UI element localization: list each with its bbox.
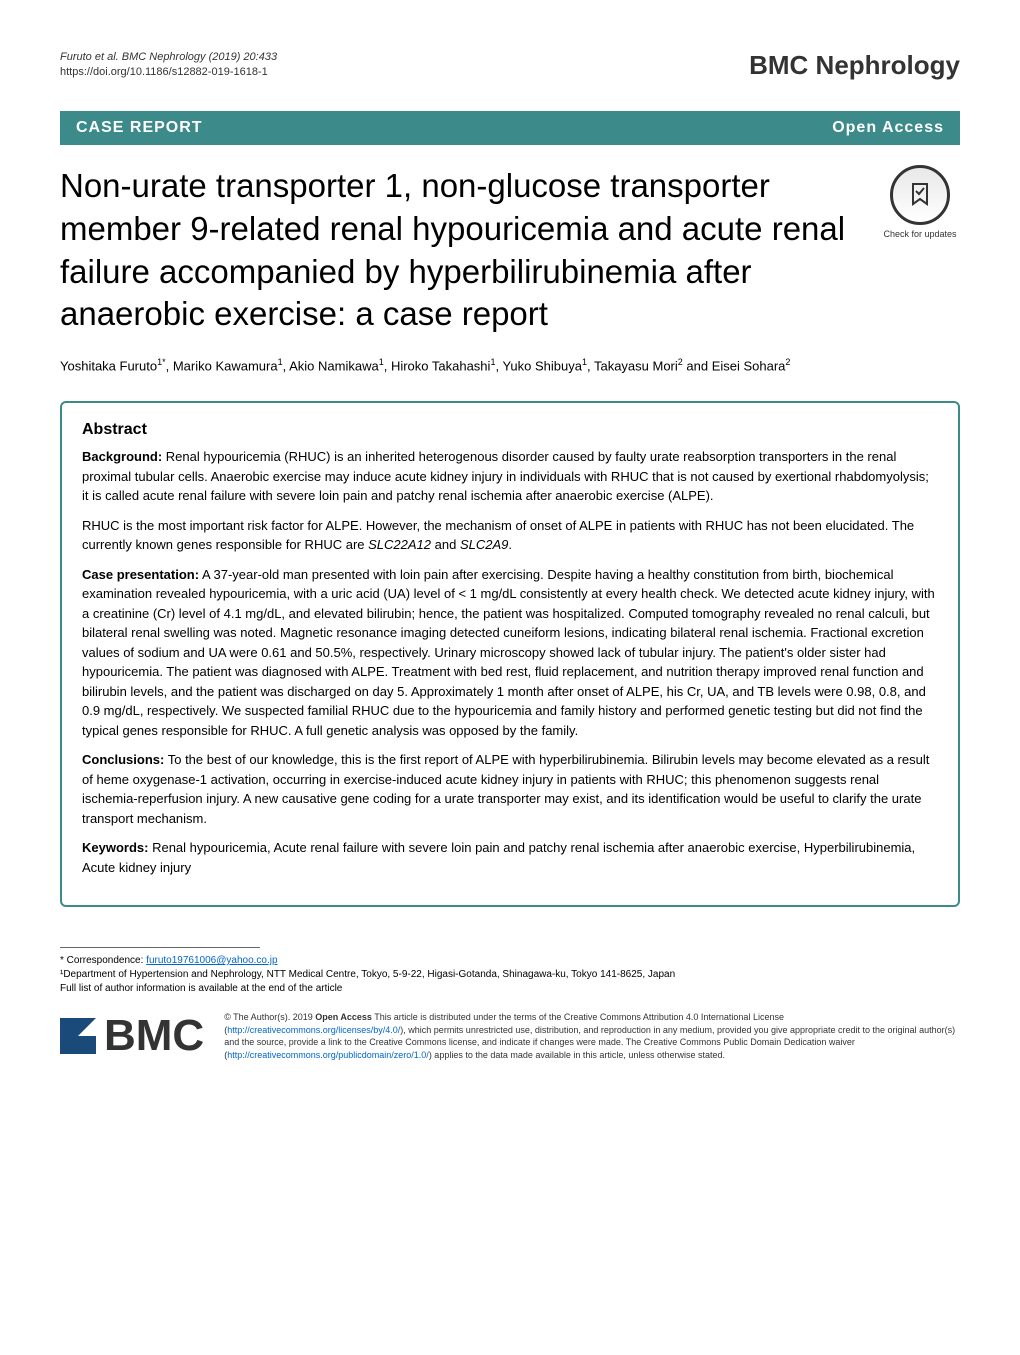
- section-type-label: CASE REPORT: [76, 119, 203, 137]
- license-text: © The Author(s). 2019 Open Access This a…: [224, 1011, 960, 1061]
- abstract-conclusions: Conclusions: To the best of our knowledg…: [82, 750, 938, 828]
- article-title: Non-urate transporter 1, non-glucose tra…: [60, 165, 860, 337]
- background-text: Renal hypouricemia (RHUC) is an inherite…: [82, 449, 929, 503]
- correspondence-line-1: * Correspondence: furuto19761006@yahoo.c…: [60, 954, 960, 968]
- keywords-text: Renal hypouricemia, Acute renal failure …: [82, 840, 915, 875]
- abstract-box: Abstract Background: Renal hypouricemia …: [60, 401, 960, 907]
- bmc-text: BMC: [104, 1011, 204, 1061]
- conclusions-label: Conclusions:: [82, 752, 164, 767]
- abstract-keywords: Keywords: Renal hypouricemia, Acute rena…: [82, 838, 938, 877]
- title-block: Non-urate transporter 1, non-glucose tra…: [60, 165, 960, 337]
- check-updates-label: Check for updates: [880, 229, 960, 239]
- open-access-label: Open Access: [832, 119, 944, 137]
- section-type-bar: CASE REPORT Open Access: [60, 111, 960, 145]
- conclusions-text: To the best of our knowledge, this is th…: [82, 752, 929, 826]
- case-text: A 37-year-old man presented with loin pa…: [82, 567, 935, 738]
- check-updates-widget[interactable]: Check for updates: [880, 165, 960, 239]
- bmc-logo: BMC: [60, 1011, 204, 1061]
- background-label: Background:: [82, 449, 162, 464]
- case-label: Case presentation:: [82, 567, 199, 582]
- footer-separator: [60, 947, 260, 948]
- page-root: Furuto et al. BMC Nephrology (2019) 20:4…: [0, 0, 1020, 1092]
- authors-line: Yoshitaka Furuto1*, Mariko Kawamura1, Ak…: [60, 356, 960, 376]
- bookmark-check-icon: [907, 182, 933, 208]
- bmc-icon: [60, 1018, 96, 1054]
- correspondence-block: * Correspondence: furuto19761006@yahoo.c…: [60, 954, 960, 996]
- correspondence-prefix: * Correspondence:: [60, 955, 146, 966]
- correspondence-affiliation: ¹Department of Hypertension and Nephrolo…: [60, 968, 960, 982]
- footer-row: BMC © The Author(s). 2019 Open Access Th…: [60, 1011, 960, 1061]
- correspondence-email[interactable]: furuto19761006@yahoo.co.jp: [146, 955, 277, 966]
- crossmark-icon: [890, 165, 950, 225]
- abstract-background: Background: Renal hypouricemia (RHUC) is…: [82, 447, 938, 506]
- correspondence-fullist: Full list of author information is avail…: [60, 982, 960, 996]
- abstract-case: Case presentation: A 37-year-old man pre…: [82, 565, 938, 741]
- keywords-label: Keywords:: [82, 840, 148, 855]
- abstract-heading: Abstract: [82, 421, 938, 439]
- abstract-background-2: RHUC is the most important risk factor f…: [82, 516, 938, 555]
- journal-name: BMC Nephrology: [749, 50, 960, 81]
